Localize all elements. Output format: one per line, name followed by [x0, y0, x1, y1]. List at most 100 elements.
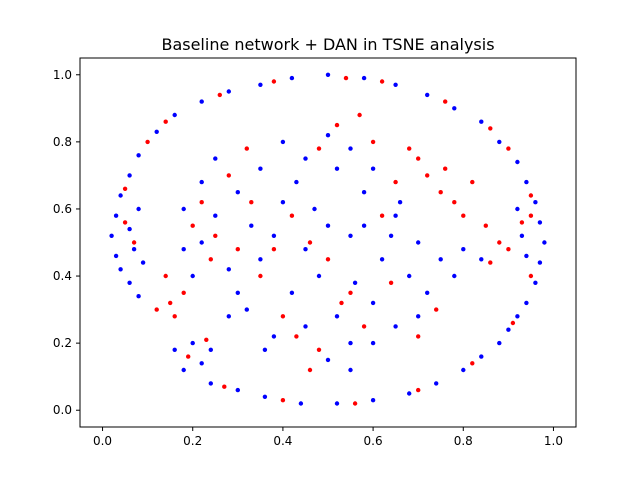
scatter-point: [524, 179, 529, 185]
scatter-point: [479, 257, 484, 262]
scatter-point: [316, 273, 322, 279]
scatter-point: [497, 139, 502, 145]
scatter-point: [163, 119, 168, 124]
scatter-point: [397, 200, 403, 205]
scatter-point: [235, 290, 240, 295]
scatter-point: [244, 146, 249, 151]
scatter-point: [357, 112, 362, 118]
scatter-point: [379, 79, 385, 84]
scatter-point: [136, 206, 141, 212]
scatter-point: [303, 247, 308, 252]
scatter-point: [388, 280, 394, 285]
x-tick-label: 1.0: [544, 434, 563, 448]
scatter-point: [258, 257, 263, 262]
x-tick-label: 0.4: [273, 434, 292, 448]
scatter-point: [506, 327, 511, 332]
scatter-point: [434, 307, 439, 312]
scatter-point: [393, 179, 398, 185]
scatter-point: [515, 206, 520, 212]
scatter-point: [352, 401, 358, 406]
scatter-point: [470, 179, 475, 185]
scatter-point: [172, 347, 177, 352]
scatter-point: [118, 193, 123, 198]
scatter-point: [488, 260, 493, 265]
scatter-point: [343, 75, 349, 81]
x-tick-label: 0.6: [364, 434, 383, 448]
scatter-point: [506, 146, 511, 151]
scatter-point: [461, 247, 466, 252]
scatter-point: [416, 240, 421, 245]
scatter-point: [479, 354, 484, 359]
scatter-point: [361, 75, 367, 81]
scatter-point: [370, 139, 376, 145]
scatter-point: [361, 223, 367, 228]
scatter-point: [452, 106, 457, 111]
scatter-point: [249, 200, 254, 205]
scatter-point: [258, 82, 263, 88]
scatter-point: [533, 200, 538, 205]
scatter-point: [213, 156, 218, 161]
scatter-point: [393, 324, 398, 329]
scatter-point: [303, 156, 308, 161]
scatter-point: [524, 253, 529, 259]
scatter-point: [226, 314, 231, 319]
scatter-point: [461, 367, 466, 373]
scatter-point: [325, 72, 331, 78]
scatter-point: [131, 240, 137, 245]
scatter-point: [312, 206, 317, 212]
scatter-point: [113, 213, 119, 218]
chart-title: Baseline network + DAN in TSNE analysis: [161, 35, 494, 54]
scatter-point: [208, 347, 213, 352]
scatter-point: [213, 233, 218, 238]
scatter-point: [510, 320, 516, 326]
scatter-point: [348, 146, 353, 151]
scatter-point: [528, 213, 534, 218]
scatter-point: [497, 340, 502, 346]
scatter-point: [533, 280, 538, 285]
scatter-point: [537, 260, 543, 265]
scatter-point: [226, 89, 231, 94]
scatter-point: [145, 139, 150, 145]
scatter-point: [519, 220, 525, 225]
scatter-point: [425, 92, 430, 98]
scatter-point: [113, 253, 119, 259]
scatter-point: [294, 334, 299, 339]
scatter-point: [370, 166, 376, 171]
scatter-point: [280, 139, 286, 145]
scatter-point: [348, 290, 353, 295]
scatter-point: [122, 186, 128, 191]
scatter-point: [280, 314, 286, 319]
scatter-point: [262, 347, 268, 352]
scatter-point: [407, 391, 412, 396]
scatter-point: [154, 129, 159, 134]
scatter-point: [289, 290, 295, 295]
scatter-point: [280, 398, 286, 403]
scatter-point: [131, 247, 137, 252]
scatter-point: [181, 206, 186, 212]
scatter-point: [280, 200, 286, 205]
scatter-point: [416, 334, 421, 339]
x-tick-label: 0.2: [183, 434, 202, 448]
scatter-point: [334, 166, 340, 171]
scatter-point: [325, 133, 331, 138]
scatter-point: [506, 247, 511, 252]
scatter-point: [339, 300, 344, 306]
scatter-point: [235, 247, 240, 252]
scatter-point: [109, 233, 114, 238]
scatter-point: [199, 240, 204, 245]
scatter-point: [461, 213, 466, 218]
scatter-point: [407, 146, 412, 151]
scatter-point: [172, 314, 177, 319]
scatter-point: [172, 112, 177, 118]
scatter-point: [289, 213, 295, 218]
scatter-point: [181, 290, 186, 295]
scatter-point: [208, 257, 213, 262]
scatter-point: [118, 267, 123, 272]
scatter-point: [235, 190, 240, 195]
x-axis: 0.0 0.2 0.4 0.6 0.8 1.0: [93, 427, 563, 448]
plot-frame: [79, 57, 577, 428]
x-tick-label: 0.8: [454, 434, 473, 448]
scatter-point: [316, 146, 322, 151]
scatter-point: [479, 119, 484, 124]
